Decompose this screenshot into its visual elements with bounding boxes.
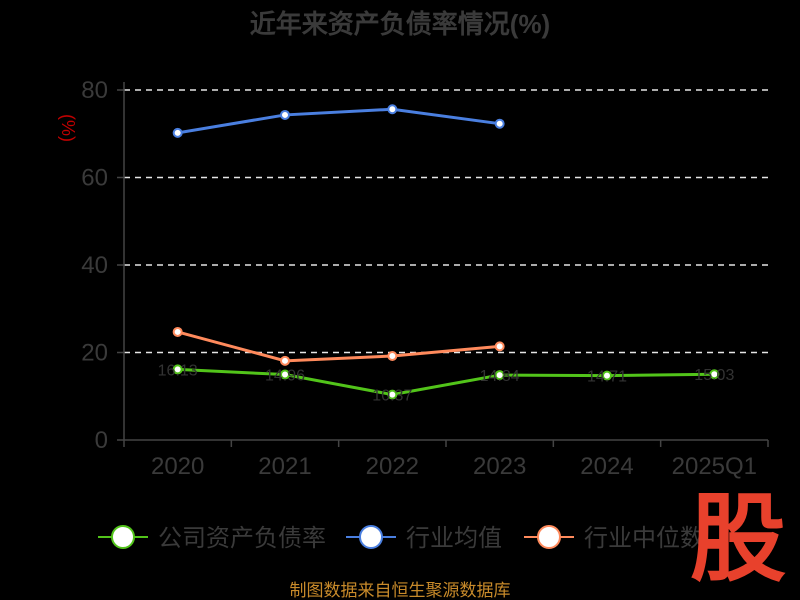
y-tick-label: 0: [95, 427, 108, 454]
data-label-company: 14.84: [480, 368, 520, 385]
series-line-industry_avg: [177, 107, 500, 135]
legend-label-industry_avg: 行业均值: [406, 525, 502, 552]
data-label-company: 14.71: [587, 369, 627, 386]
x-tick-label: 2024: [580, 453, 633, 480]
data-point-company: [172, 364, 183, 375]
data-point-industry_avg: [494, 118, 505, 129]
legend-marker-industry_median: [537, 525, 561, 549]
data-point-industry_median: [172, 326, 183, 337]
data-point-company: [280, 369, 290, 380]
chart-title: 近年来资产负债率情况(%): [250, 9, 550, 39]
y-tick-labels: 0 20 40 60 80: [81, 77, 124, 454]
legend: 公司资产负债率 行业均值 行业中位数: [98, 525, 704, 552]
data-label-company: 10.37: [372, 388, 412, 405]
legend-label-company: 公司资产负债率: [158, 525, 326, 552]
data-label-company: 16.13: [158, 362, 198, 379]
series-line-industry_median: [177, 330, 500, 363]
legend-item-industry_avg[interactable]: 行业均值: [346, 525, 502, 552]
gridlines: [124, 89, 768, 354]
x-tick-label: 2020: [151, 453, 204, 480]
data-label-company: 15.03: [694, 367, 734, 384]
y-tick-label: 60: [81, 165, 108, 192]
x-tick-label: 2021: [258, 453, 311, 480]
data-point-company: [709, 369, 720, 380]
series-line-company: [177, 367, 715, 397]
series-lines: [172, 104, 720, 400]
y-tick-label: 20: [81, 340, 108, 367]
data-point-industry_median: [387, 351, 398, 361]
y-tick-label: 80: [81, 77, 108, 104]
data-point-company: [387, 389, 398, 400]
data-point-industry_median: [494, 341, 505, 352]
data-point-industry_avg: [280, 109, 290, 120]
legend-label-industry_median: 行业中位数: [584, 525, 704, 552]
legend-marker-company: [111, 525, 135, 549]
y-tick-label: 40: [81, 252, 108, 279]
legend-item-industry_median[interactable]: 行业中位数: [524, 525, 704, 552]
y-unit-label: (%): [58, 114, 78, 142]
x-tick-label: 2025Q1: [672, 453, 757, 480]
data-point-industry_avg: [172, 127, 183, 138]
data-point-industry_median: [280, 355, 290, 366]
x-tick-labels: 2020 2021 2022 2023 2024 2025Q1: [123, 440, 769, 480]
x-tick-label: 2022: [366, 453, 419, 480]
legend-item-company[interactable]: 公司资产负债率: [98, 525, 326, 552]
x-tick-label: 2023: [473, 453, 526, 480]
watermark-logo: 股: [690, 486, 786, 593]
data-label-company: 14.96: [265, 368, 305, 385]
data-point-industry_avg: [387, 104, 398, 115]
source-note: 制图数据来自恒生聚源数据库: [290, 581, 511, 600]
data-point-company: [494, 370, 505, 381]
data-labels: 16.13 14.96 10.37 14.84 14.71 15.03: [158, 362, 735, 404]
data-point-company: [602, 370, 612, 381]
legend-marker-industry_avg: [359, 525, 383, 549]
